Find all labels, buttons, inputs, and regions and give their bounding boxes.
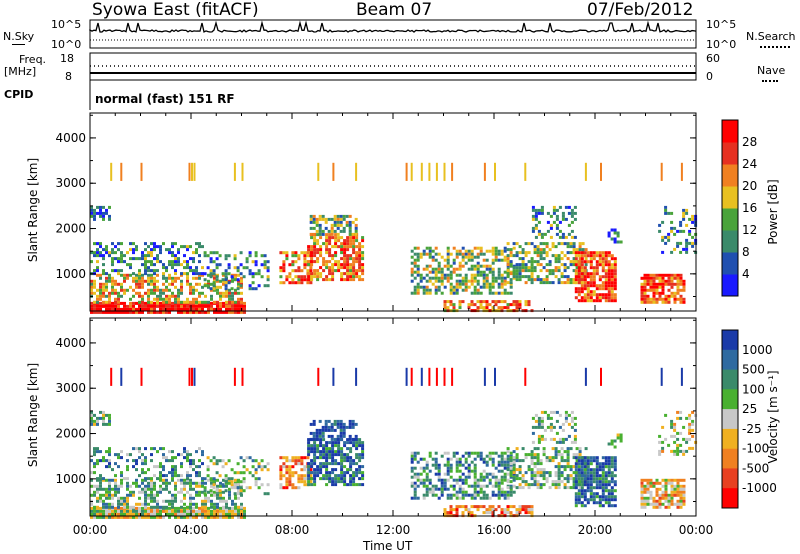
nave-tick-top: 60 — [706, 52, 720, 65]
colorbar-swatch — [722, 142, 738, 165]
colorbar-swatch — [722, 208, 738, 231]
colorbar-tick-label: -500 — [742, 461, 769, 475]
colorbar-swatch — [722, 488, 738, 509]
colorbar-tick-label: 24 — [742, 157, 757, 171]
colorbar-tick-label: 25 — [742, 402, 757, 416]
noise-tick-bottom-left: 10^0 — [51, 38, 82, 51]
colorbar-tick-label: 20 — [742, 179, 757, 193]
power-colorbar: 4 8 12 16 20 24 28 — [721, 119, 757, 297]
nsky-legend-line — [12, 44, 25, 45]
noise-panel-frame — [89, 19, 697, 49]
noise-tick-bottom-right: 10^0 — [706, 38, 737, 51]
colorbar-swatch — [722, 330, 738, 351]
colorbar-tick-label: 12 — [742, 223, 757, 237]
colorbar-swatch — [722, 468, 738, 489]
colorbar-swatch — [722, 389, 738, 410]
colorbar-swatch — [722, 274, 738, 297]
ytick-label: 1000 — [55, 472, 86, 486]
colorbar-swatch — [722, 230, 738, 253]
nsearch-legend-line — [760, 46, 790, 48]
ytick-label: 1000 — [55, 267, 86, 281]
ytick-label: 2000 — [55, 222, 86, 236]
x-axis-label: Time UT — [363, 539, 413, 553]
noise-trace — [89, 20, 697, 41]
plot-title: Syowa East (fitACF) — [92, 0, 259, 20]
freq-label-top: Freq. — [19, 53, 47, 66]
freq-tick-top: 18 — [60, 52, 74, 65]
ytick-label: 3000 — [55, 381, 86, 395]
nave-label: Nave — [757, 64, 786, 77]
freq-panel-frame — [89, 52, 697, 81]
colorbar-swatch — [722, 409, 738, 430]
ytick-label: 4000 — [55, 336, 86, 350]
freq-trace — [90, 65, 696, 74]
colorbar-tick-label: -25 — [742, 422, 762, 436]
colorbar-tick-label: 100 — [742, 382, 765, 396]
xtick-label: 08:00 — [275, 523, 310, 537]
colorbar-swatch — [722, 186, 738, 209]
beam-label: Beam 07 — [356, 0, 433, 20]
colorbar-tick-label: 1000 — [742, 343, 773, 357]
ytick-label: 4000 — [55, 131, 86, 145]
nave-legend-line — [762, 80, 778, 82]
xtick-label: 20:00 — [578, 523, 613, 537]
colorbar-swatch — [722, 448, 738, 469]
xtick-label: 16:00 — [477, 523, 512, 537]
colorbar-swatch — [722, 428, 738, 450]
colorbar-tick-label: 500 — [742, 363, 765, 377]
colorbar-swatch — [722, 369, 738, 390]
colorbar-tick-label: 8 — [742, 245, 750, 259]
colorbar-swatch — [722, 349, 738, 371]
velocity-colorbar-label: Velocity [m s⁻¹] — [766, 370, 780, 464]
nave-tick-bottom: 0 — [706, 70, 713, 83]
cpid-text: normal (fast) 151 RF — [95, 92, 235, 106]
date-label: 07/Feb/2012 — [587, 0, 694, 20]
xtick-label: 00:00 — [73, 523, 108, 537]
xtick-label: 00:00 — [679, 523, 714, 537]
colorbar-swatch — [722, 252, 738, 275]
xtick-label: 12:00 — [376, 523, 411, 537]
velocity-colorbar: 1000 500 100 25 -25 -100 -500 -1000 — [721, 329, 777, 509]
cpid-label: CPID — [4, 88, 34, 101]
nsky-label: N.Sky — [3, 30, 35, 43]
colorbar-tick-label: 28 — [742, 135, 757, 149]
colorbar-swatch — [722, 164, 738, 187]
freq-label-bottom: [MHz] — [4, 65, 37, 78]
noise-tick-top-left: 10^5 — [51, 18, 82, 31]
colorbar-tick-label: 4 — [742, 267, 750, 281]
ytick-label: 3000 — [55, 176, 86, 190]
colorbar-tick-label: -100 — [742, 442, 769, 456]
ytick-label: 2000 — [55, 427, 86, 441]
xtick-label: 04:00 — [174, 523, 209, 537]
axes: 1000 2000 3000 4000 1000 2000 3000 4000 00:00 04:… — [55, 113, 713, 537]
noise-tick-top-right: 10^5 — [706, 18, 737, 31]
colorbar-tick-label: -1000 — [742, 481, 777, 495]
velocity-heatmap — [90, 367, 698, 519]
power-ylabel: Slant Range [km] — [26, 157, 40, 263]
power-heatmap — [90, 162, 698, 314]
velocity-ylabel: Slant Range [km] — [26, 362, 40, 468]
colorbar-swatch — [722, 120, 738, 143]
power-colorbar-label: Power [dB] — [766, 179, 780, 245]
nsearch-label: N.Search — [746, 30, 796, 43]
colorbar-tick-label: 16 — [742, 201, 757, 215]
freq-tick-bottom: 8 — [65, 70, 72, 83]
